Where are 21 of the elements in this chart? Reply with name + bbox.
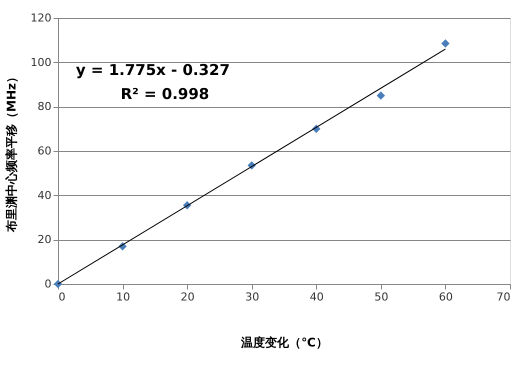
annotation: y = 1.775x - 0.327 [76, 61, 230, 79]
x-tick-label: 20 [180, 290, 195, 304]
x-tick-label: 10 [116, 290, 130, 304]
y-tick-label: 0 [44, 278, 52, 290]
y-tick-label: 80 [38, 100, 52, 114]
y-tick-label: 120 [30, 12, 52, 24]
x-tick-label: 60 [438, 290, 453, 304]
y-tick-label: 40 [38, 188, 52, 202]
point [376, 91, 386, 100]
x-tick-label: 0 [58, 290, 66, 304]
y-axis-title: 布里渊中心频率平移（MHz） [4, 71, 19, 233]
x-tick-label: 50 [374, 290, 388, 304]
y-tick-label: 100 [30, 56, 52, 69]
x-tick-label: 40 [310, 290, 324, 304]
x-tick-label: 70 [496, 290, 510, 304]
x-tick-label: 30 [245, 290, 260, 304]
y-tick-label: 20 [38, 233, 52, 246]
point [441, 39, 450, 48]
y-tick-label: 60 [38, 144, 52, 158]
x-axis-title: 温度变化（℃） [240, 336, 328, 350]
annotation: R² = 0.998 [120, 85, 210, 103]
